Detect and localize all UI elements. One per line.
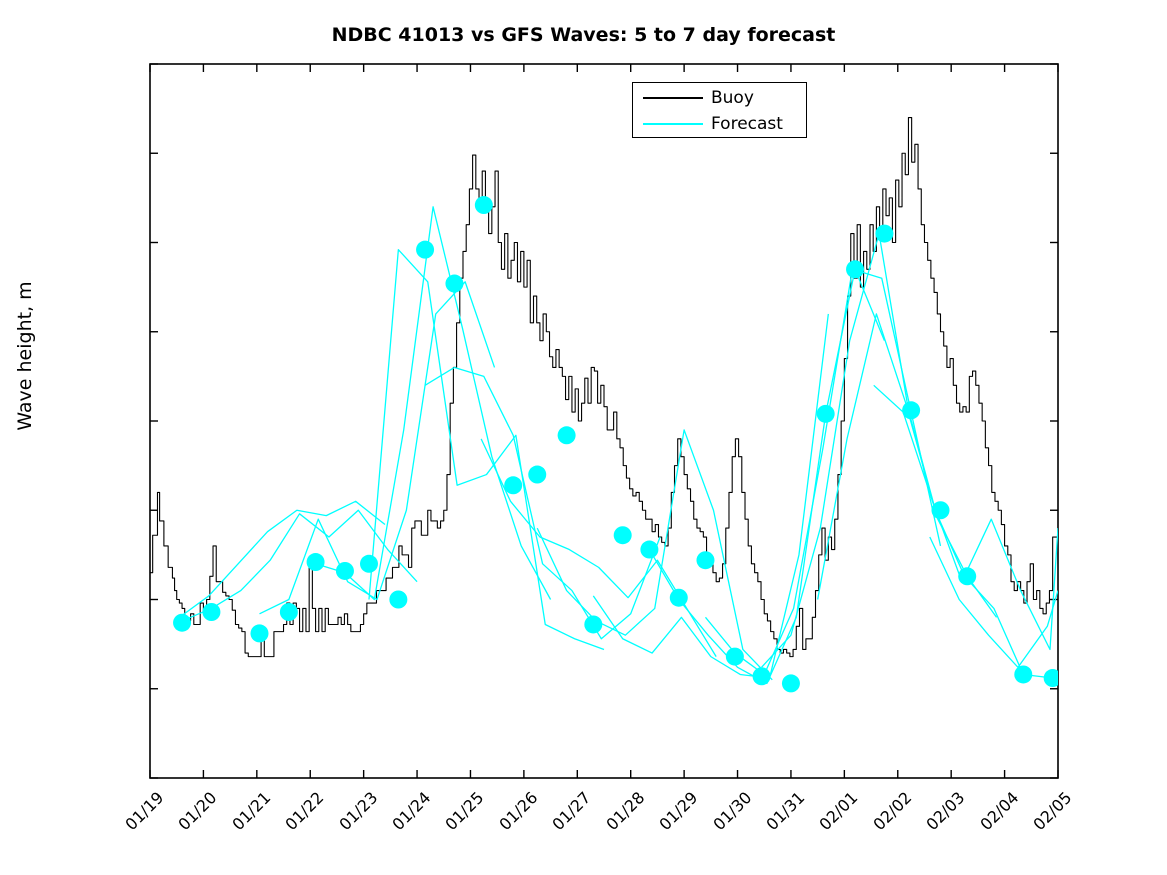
forecast-marker-point	[389, 590, 408, 609]
forecast-marker-point	[584, 615, 603, 634]
forecast-marker-point	[958, 567, 977, 586]
forecast-marker-point	[902, 401, 921, 420]
series-line-forecast-run-6	[424, 366, 661, 640]
legend-swatch-buoy	[643, 97, 703, 99]
forecast-marker-point	[669, 588, 688, 607]
forecast-marker-point	[752, 667, 771, 686]
series-line-forecast-run-14	[873, 384, 1058, 651]
chart-legend: Buoy Forecast	[632, 82, 807, 138]
forecast-marker-point	[725, 647, 744, 666]
legend-item-forecast: Forecast	[633, 111, 808, 137]
chart-title: NDBC 41013 vs GFS Waves: 5 to 7 day fore…	[331, 24, 836, 46]
forecast-marker-point	[474, 196, 493, 215]
series-line-forecast-run-11	[704, 268, 942, 676]
forecast-marker-point	[504, 476, 523, 495]
data-series-layer	[150, 117, 1058, 685]
series-line-forecast-run-13	[817, 313, 1053, 679]
marker-layer	[173, 196, 1058, 693]
forecast-marker-point	[875, 224, 894, 243]
series-line-forecast-run-2	[181, 509, 418, 622]
forecast-marker-point	[416, 240, 435, 259]
axis-ticks	[149, 63, 1059, 779]
series-line-forecast-run-1	[178, 500, 386, 618]
legend-label-buoy: Buoy	[711, 88, 754, 108]
series-line-forecast-run-4	[315, 206, 552, 601]
legend-swatch-forecast	[643, 123, 703, 125]
forecast-marker-point	[445, 274, 464, 293]
forecast-marker-point	[1043, 669, 1058, 688]
series-line-buoy	[150, 117, 1058, 658]
legend-label-forecast: Forecast	[711, 114, 783, 134]
forecast-marker-point	[335, 561, 354, 580]
forecast-marker-point	[173, 613, 192, 632]
forecast-marker-point	[557, 426, 576, 445]
series-line-forecast-run-15	[929, 536, 1058, 668]
forecast-marker-point	[1014, 665, 1033, 684]
forecast-marker-point	[640, 540, 659, 559]
axis-frame	[149, 63, 1059, 779]
forecast-marker-point	[279, 603, 298, 621]
series-line-forecast-run-9	[592, 313, 829, 679]
forecast-marker-point	[931, 501, 950, 520]
forecast-marker-point	[359, 554, 378, 573]
forecast-marker-point	[696, 551, 715, 570]
forecast-marker-point	[816, 404, 835, 423]
forecast-marker-point	[781, 674, 800, 693]
forecast-marker-point	[613, 526, 632, 545]
forecast-marker-point	[250, 624, 269, 643]
forecast-marker-point	[528, 465, 547, 484]
forecast-marker-point	[306, 553, 325, 572]
forecast-marker-point	[202, 603, 221, 621]
legend-item-buoy: Buoy	[633, 85, 808, 111]
series-line-forecast-run-5	[368, 248, 605, 651]
forecast-marker-point	[846, 260, 865, 279]
series-line-forecast-run-8	[536, 429, 773, 681]
